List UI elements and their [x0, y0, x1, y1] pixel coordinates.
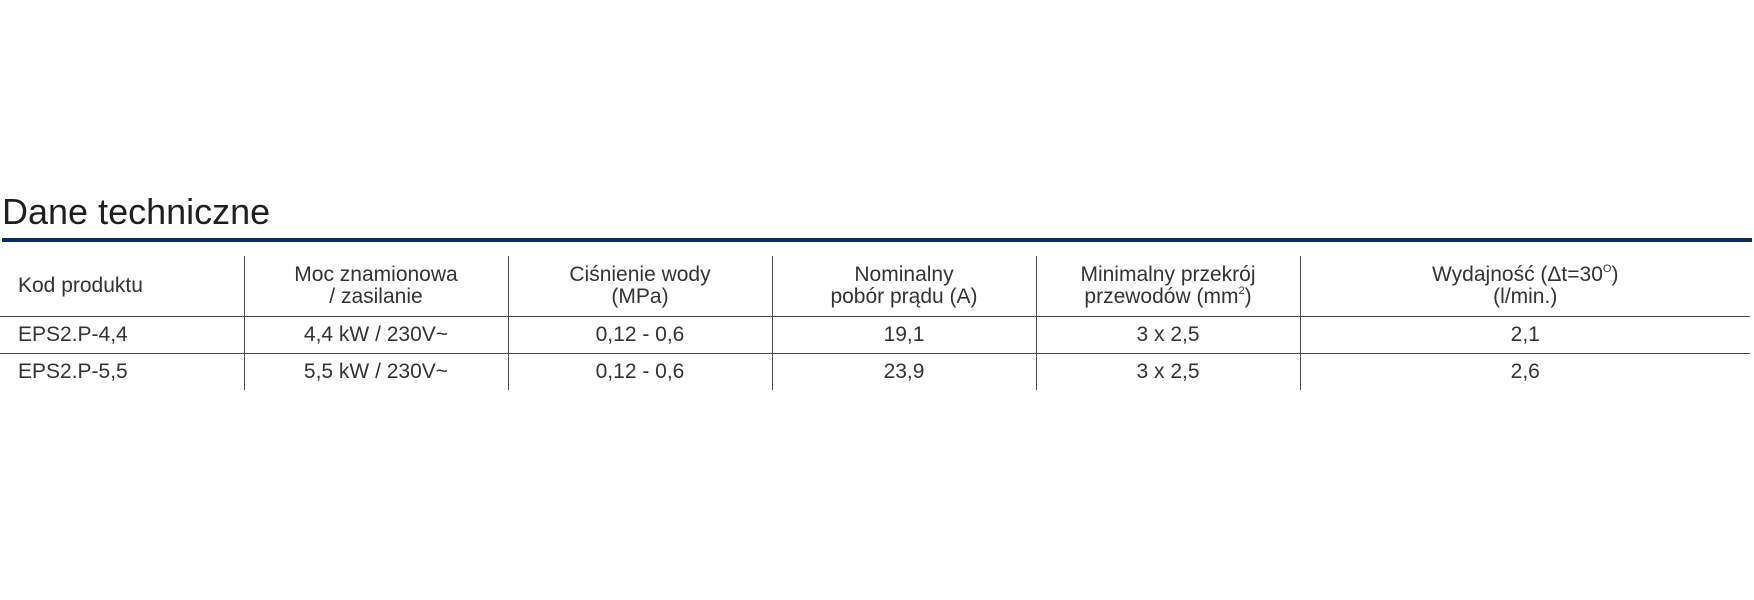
header-min-wire-cross-section: Minimalny przekrój przewodów (mm2)	[1035, 256, 1300, 317]
table-header-row: Kod produktu Moc znamionowa / zasilanie …	[0, 256, 1750, 317]
cell-min-wire-cross-section: 3 x 2,5	[1035, 353, 1300, 390]
cell-min-wire-cross-section: 3 x 2,5	[1035, 316, 1300, 354]
header-product-code: Kod produktu	[0, 256, 244, 317]
technical-data-table: Kod produktu Moc znamionowa / zasilanie …	[0, 256, 1750, 390]
title-divider	[2, 238, 1752, 242]
header-water-pressure: Ciśnienie wody (MPa)	[507, 256, 772, 317]
technical-data-section: Dane techniczne Kod produktu Moc znamion…	[0, 190, 1754, 390]
header-rated-power: Moc znamionowa / zasilanie	[243, 256, 508, 317]
header-flow-rate: Wydajność (Δt=30O) (l/min.)	[1299, 256, 1750, 317]
cell-flow-rate: 2,6	[1299, 353, 1750, 390]
cell-product-code: EPS2.P-5,5	[18, 360, 128, 383]
cell-product-code: EPS2.P-4,4	[0, 316, 244, 354]
cell-nominal-current: 23,9	[771, 353, 1036, 390]
cell-nominal-current: 19,1	[771, 316, 1036, 354]
table-row: EPS2.P-4,4 4,4 kW / 230V~ 0,12 - 0,6 19,…	[0, 316, 1750, 354]
cell-water-pressure: 0,12 - 0,6	[507, 316, 772, 354]
header-nominal-current: Nominalny pobór prądu (A)	[771, 256, 1036, 317]
cell-rated-power: 5,5 kW / 230V~	[243, 353, 508, 390]
section-title: Dane techniczne	[2, 191, 271, 232]
cell-water-pressure: 0,12 - 0,6	[507, 353, 772, 390]
cell-flow-rate: 2,1	[1299, 316, 1750, 354]
table-row: EPS2.P-5,5 5,5 kW / 230V~ 0,12 - 0,6 23,…	[0, 353, 1750, 390]
cell-rated-power: 4,4 kW / 230V~	[243, 316, 508, 354]
